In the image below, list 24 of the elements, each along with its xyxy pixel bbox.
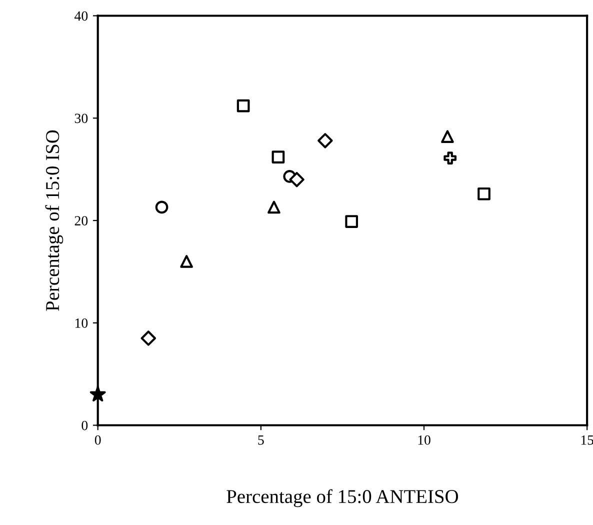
x-axis-title: Percentage of 15:0 ANTEISO — [226, 489, 458, 508]
point — [236, 99, 250, 112]
point — [155, 200, 168, 214]
y-tick-label: 0 — [82, 420, 88, 430]
y-tick-label: 20 — [74, 216, 88, 226]
point — [272, 150, 285, 164]
point — [180, 255, 193, 268]
point — [268, 200, 280, 214]
y-axis-title: Percentage of 15:0 ISO — [45, 130, 64, 311]
point — [441, 130, 454, 143]
x-tick-label: 5 — [258, 436, 264, 445]
y-tick-label: 30 — [74, 114, 88, 124]
y-tick-label: 10 — [75, 318, 88, 328]
point — [345, 215, 358, 228]
point — [90, 386, 106, 402]
x-tick-label: 15 — [581, 435, 593, 445]
point — [478, 187, 490, 200]
x-tick-label: 0 — [94, 435, 101, 445]
point — [289, 172, 304, 188]
point — [444, 152, 457, 164]
point — [140, 330, 156, 346]
x-tick-label: 10 — [418, 435, 430, 445]
y-tick-label: 40 — [74, 11, 88, 21]
point — [318, 133, 333, 148]
